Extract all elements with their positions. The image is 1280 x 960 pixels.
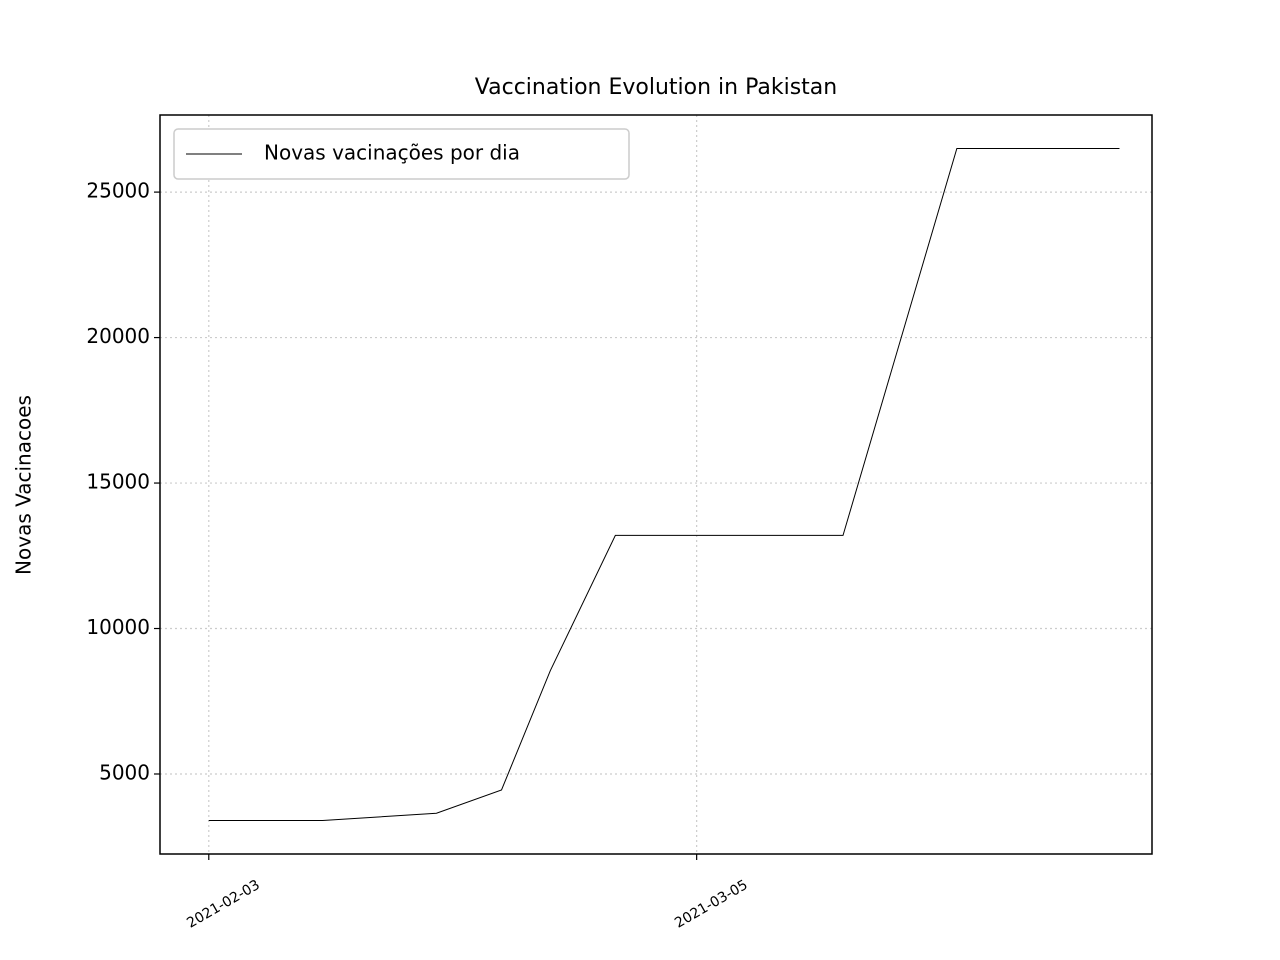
y-tick-label: 10000	[86, 615, 150, 639]
y-axis-label: Novas Vacinacoes	[12, 395, 36, 575]
y-tick-label: 25000	[86, 179, 150, 203]
x-tick-label: 2021-03-05	[672, 877, 750, 932]
x-tick-label: 2021-02-03	[184, 877, 262, 932]
y-tick-label: 5000	[99, 760, 150, 784]
x-axis-label: Data	[632, 957, 680, 960]
legend-label: Novas vacinações por dia	[264, 141, 520, 165]
y-tick-label: 15000	[86, 470, 150, 494]
legend-box	[173, 128, 630, 180]
y-tick-label: 20000	[86, 324, 150, 348]
data-line	[208, 147, 1120, 822]
plot-frame	[159, 114, 1153, 855]
chart-title: Vaccination Evolution in Pakistan	[475, 75, 837, 100]
